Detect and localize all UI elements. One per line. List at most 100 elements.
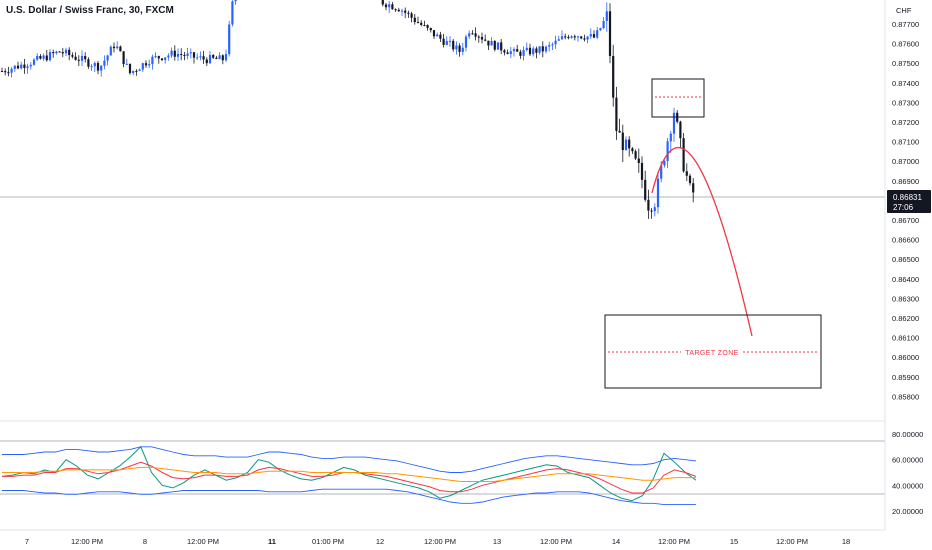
price-tick-label: 0.86900 bbox=[892, 177, 919, 186]
candle bbox=[29, 62, 32, 70]
candle bbox=[36, 53, 39, 62]
price-tick-label: 0.86400 bbox=[892, 275, 919, 284]
time-tick-label: 12:00 PM bbox=[424, 537, 456, 546]
target-zone-box[interactable] bbox=[604, 314, 822, 389]
candle bbox=[592, 30, 596, 39]
oscillator-lines bbox=[1, 445, 697, 506]
candle bbox=[628, 136, 631, 157]
candle bbox=[621, 124, 624, 163]
oscillator-pane[interactable] bbox=[0, 420, 885, 506]
target-zone-label: TARGET ZONE bbox=[685, 350, 739, 357]
oscillator-tick-label: 20.00000 bbox=[892, 507, 923, 516]
currency-label: CHF bbox=[896, 6, 912, 15]
time-tick-label: 12:00 PM bbox=[540, 537, 572, 546]
candle bbox=[682, 132, 685, 173]
candle bbox=[439, 31, 442, 42]
candle bbox=[608, 3, 612, 64]
candle bbox=[458, 43, 461, 57]
candle bbox=[141, 62, 144, 72]
price-axis[interactable]: CHF 0.877000.876000.875000.874000.873000… bbox=[884, 0, 931, 530]
candle bbox=[221, 54, 224, 65]
candle bbox=[519, 49, 522, 59]
time-axis[interactable]: 7 12:00 PM 8 12:00 PM 11 01:00 PM 12 12:00 PM 13… bbox=[0, 529, 885, 546]
candle bbox=[445, 36, 448, 46]
candle bbox=[557, 35, 560, 41]
time-tick-label: 11 bbox=[268, 537, 276, 546]
candle bbox=[64, 47, 68, 56]
oscillator-series-4 bbox=[2, 488, 696, 506]
candle bbox=[77, 55, 80, 66]
candle bbox=[58, 50, 61, 53]
candle bbox=[576, 35, 580, 42]
price-tick-label: 0.86300 bbox=[892, 294, 919, 303]
candle bbox=[436, 32, 439, 37]
candle bbox=[183, 51, 186, 61]
candle bbox=[685, 163, 688, 182]
candle bbox=[109, 45, 112, 56]
candle bbox=[631, 147, 634, 154]
candle bbox=[228, 20, 231, 57]
candle bbox=[512, 47, 516, 57]
candle bbox=[16, 61, 20, 70]
candle bbox=[7, 66, 10, 77]
candle bbox=[61, 47, 64, 58]
price-tick-label: 0.86000 bbox=[892, 353, 919, 362]
price-tick-label: 0.86700 bbox=[892, 216, 919, 225]
candle bbox=[490, 37, 493, 46]
candle bbox=[493, 39, 496, 52]
oscillator-tick-label: 80.00000 bbox=[892, 430, 923, 439]
candle bbox=[464, 34, 468, 52]
candle bbox=[640, 156, 644, 189]
candle bbox=[647, 189, 650, 219]
candle bbox=[500, 39, 503, 55]
candle bbox=[103, 55, 106, 70]
candle bbox=[71, 52, 74, 59]
candle bbox=[26, 63, 29, 74]
candle bbox=[672, 107, 676, 142]
projection-curve[interactable] bbox=[651, 146, 753, 337]
time-tick-label: 13 bbox=[493, 537, 501, 546]
candle bbox=[391, 2, 394, 10]
candle bbox=[407, 10, 410, 18]
candle bbox=[13, 65, 16, 72]
oscillator-tick-label: 40.00000 bbox=[892, 481, 923, 490]
candle bbox=[541, 41, 544, 58]
price-tick-label: 0.87000 bbox=[892, 157, 919, 166]
candle bbox=[618, 118, 621, 133]
candle bbox=[20, 61, 23, 70]
candle bbox=[151, 54, 154, 70]
resistance-box[interactable] bbox=[651, 78, 705, 118]
candle bbox=[410, 11, 413, 23]
oscillator-series-3 bbox=[2, 446, 697, 473]
price-tick-label: 0.87400 bbox=[892, 79, 919, 88]
candle bbox=[612, 44, 615, 107]
candle bbox=[637, 148, 640, 173]
time-tick-label: 18 bbox=[842, 537, 850, 546]
candle bbox=[90, 63, 93, 71]
candle bbox=[560, 30, 564, 40]
candle bbox=[455, 41, 458, 55]
price-tick-label: 0.85800 bbox=[892, 392, 919, 401]
candle bbox=[135, 69, 138, 76]
candle bbox=[394, 8, 397, 12]
price-tick-label: 0.86100 bbox=[892, 334, 919, 343]
price-pane[interactable]: TARGET ZONE bbox=[0, 0, 885, 389]
candle bbox=[128, 63, 132, 75]
candle bbox=[548, 41, 551, 52]
candle bbox=[615, 86, 618, 140]
candle bbox=[218, 52, 221, 60]
candle bbox=[52, 49, 55, 58]
candle bbox=[100, 65, 103, 77]
candle bbox=[234, 0, 237, 5]
candle bbox=[231, 0, 234, 27]
price-tick-label: 0.87500 bbox=[892, 59, 919, 68]
time-tick-label: 14 bbox=[612, 537, 620, 546]
candle bbox=[192, 51, 196, 64]
candle bbox=[138, 68, 141, 71]
candle bbox=[516, 44, 519, 52]
candle bbox=[471, 30, 474, 35]
candle bbox=[525, 42, 528, 52]
candle bbox=[567, 34, 570, 40]
oscillator-series-0 bbox=[1, 445, 697, 502]
